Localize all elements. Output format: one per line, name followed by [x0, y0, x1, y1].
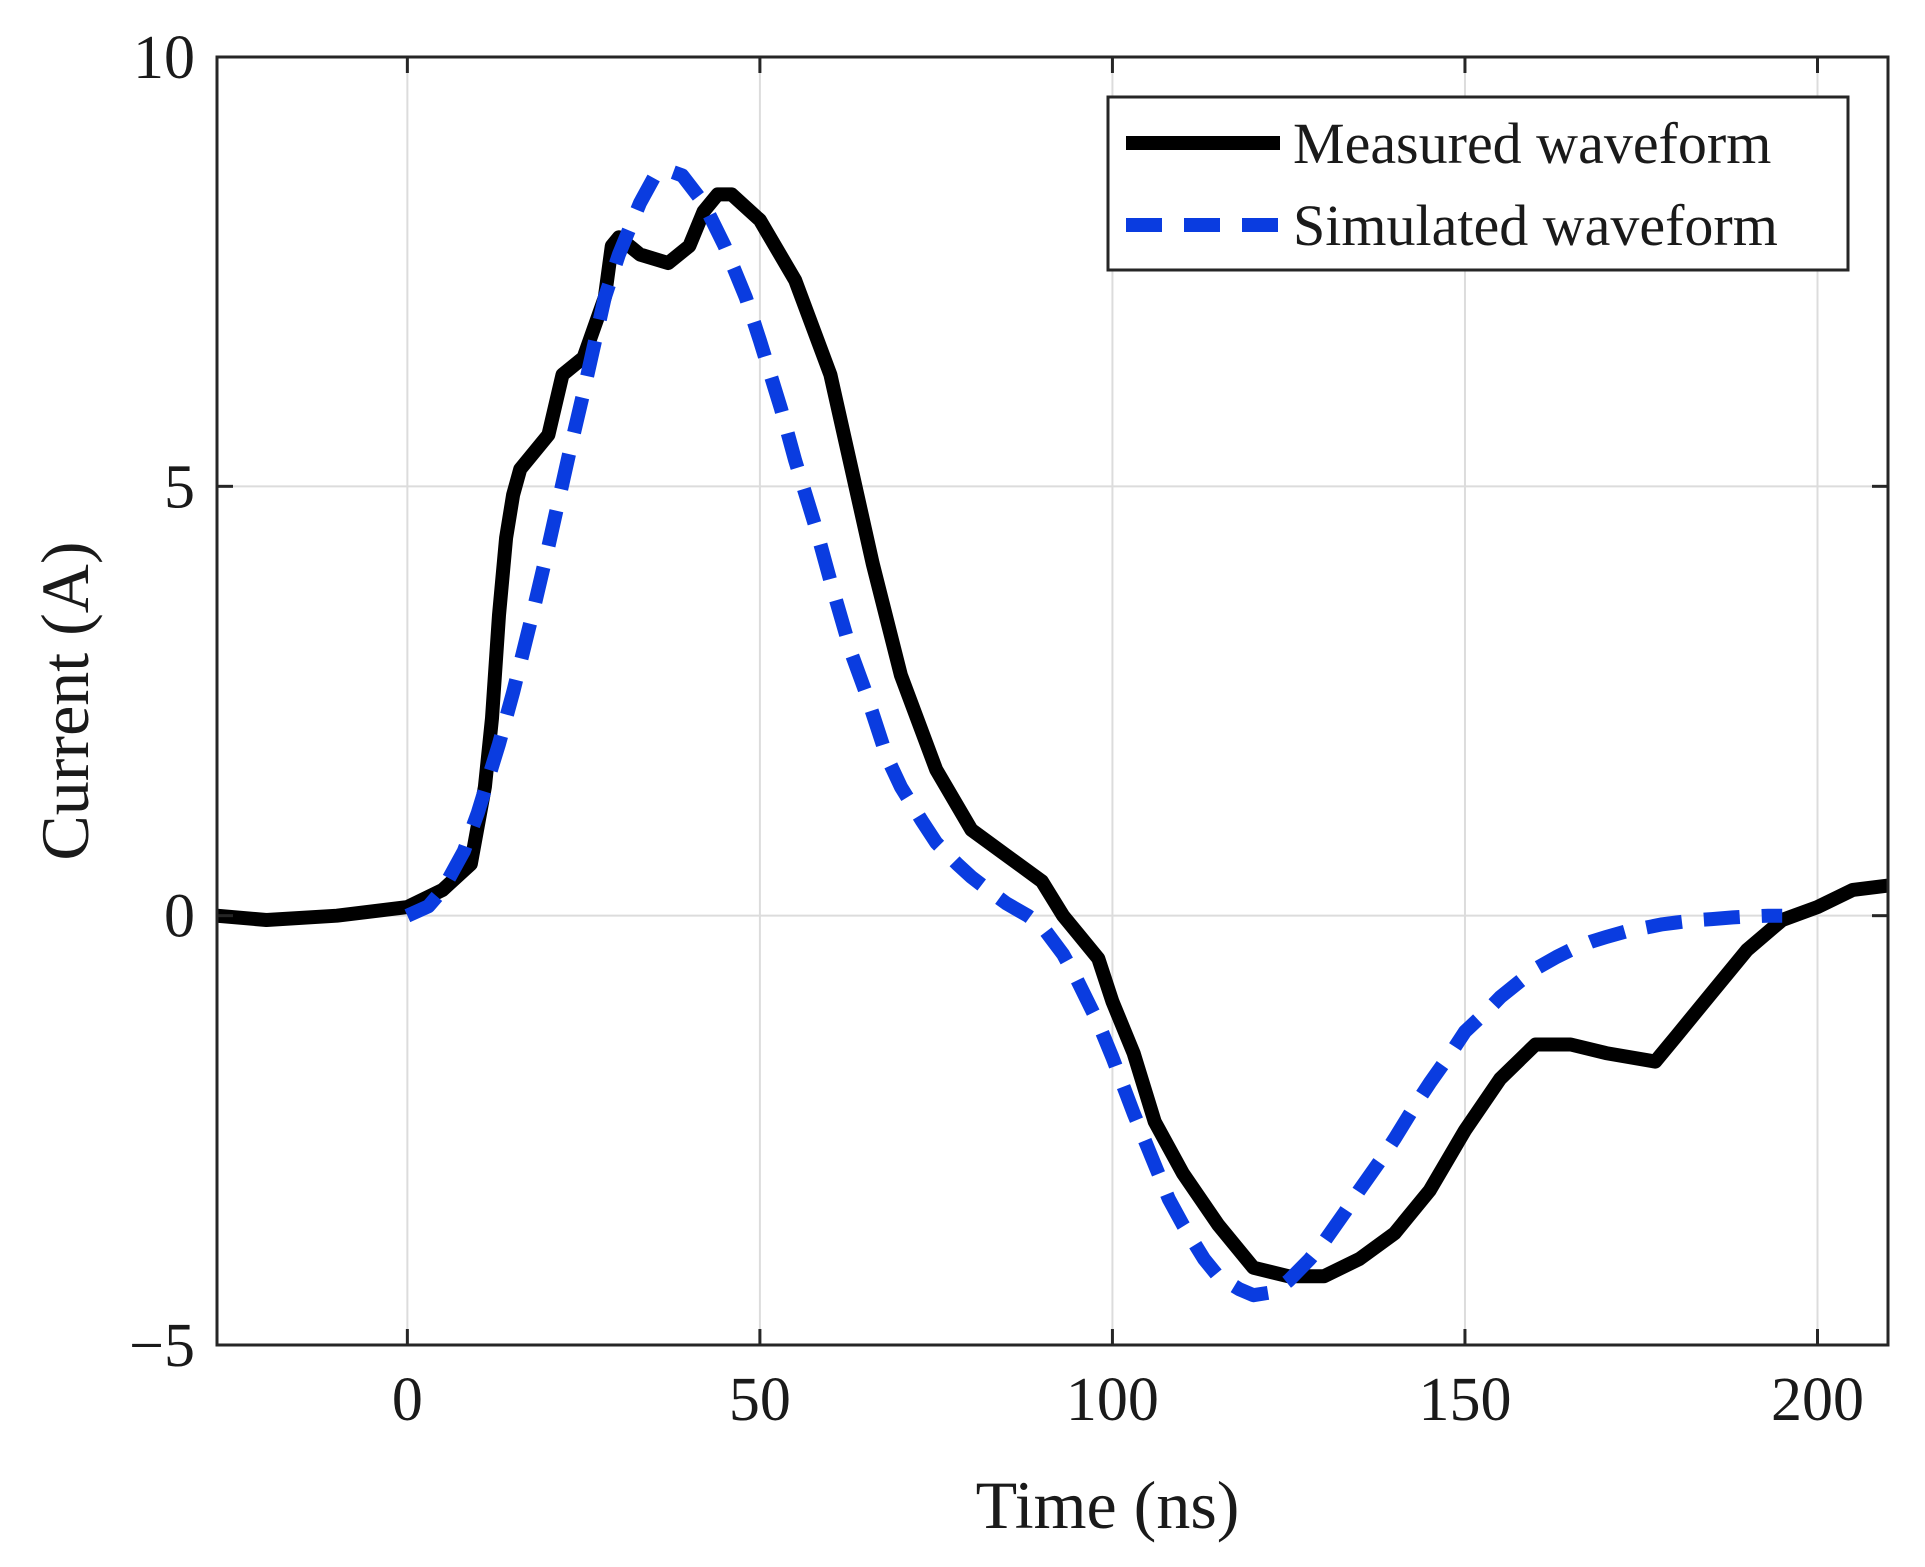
axis-ticks: 0 50 100 150 200 −5 0 5 10 [129, 24, 1888, 1434]
x-tick-label-0: 0 [392, 1366, 423, 1434]
y-tick-label-0: −5 [129, 1312, 195, 1380]
legend: Measured waveform Simulated waveform [1106, 95, 1850, 272]
series-line-measured [217, 187, 1888, 1284]
x-tick-label-1: 50 [729, 1366, 791, 1434]
legend-box [1106, 95, 1850, 272]
legend-label-measured: Measured waveform [1293, 111, 1771, 176]
y-tick-label-2: 5 [164, 453, 195, 521]
legend-label-simulated: Simulated waveform [1293, 193, 1778, 258]
x-tick-label-3: 150 [1418, 1366, 1511, 1434]
plot-area [217, 163, 1888, 1303]
x-tick-label-2: 100 [1066, 1366, 1159, 1434]
series-line-simulated [404, 163, 1783, 1303]
x-tick-label-4: 200 [1771, 1366, 1864, 1434]
axes-frame [215, 55, 1890, 1347]
y-axis-label: Current (A) [27, 541, 103, 860]
y-tick-label-3: 10 [133, 24, 195, 92]
x-axis-label: Time (ns) [976, 1467, 1240, 1543]
y-tick-label-1: 0 [164, 883, 195, 951]
